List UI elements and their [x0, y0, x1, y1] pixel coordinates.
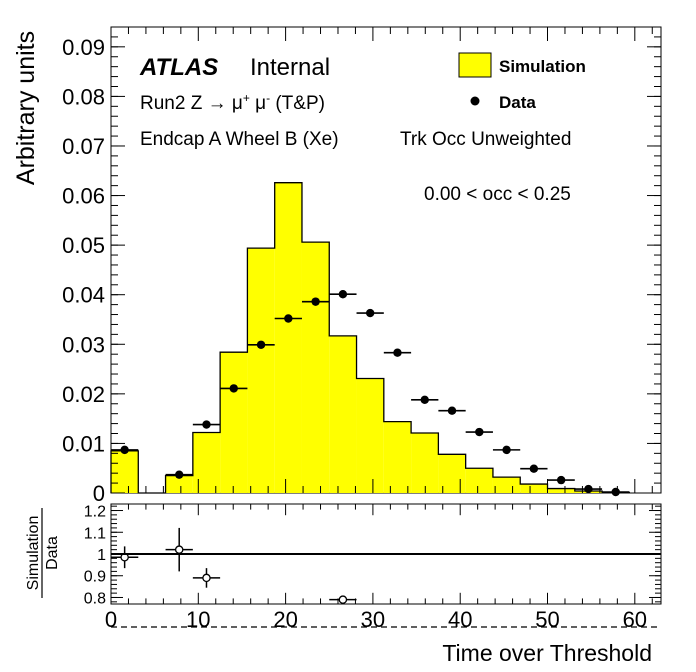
selection-label-mid: μ [250, 93, 266, 114]
x-tick-label: 50 [535, 607, 559, 632]
data-point [556, 475, 566, 485]
selection-label-suffix: (T&P) [270, 93, 325, 114]
data-point [229, 384, 238, 393]
data-point [202, 420, 211, 429]
x-tick-label: 10 [186, 607, 210, 632]
data-point [175, 470, 184, 479]
data-point [338, 290, 348, 299]
y-tick-label: 0.01 [62, 431, 105, 456]
weighting-label: Trk Occ Unweighted [400, 129, 571, 150]
ratio-x-axis: 0 10 20 30 40 50 60 [105, 504, 653, 632]
ratio-point [202, 573, 211, 583]
y-tick-label: 0.02 [62, 382, 105, 407]
y-tick-label: 0.04 [62, 283, 105, 308]
data-point [529, 464, 539, 473]
y-tick-label: 0.09 [62, 35, 105, 60]
selection-label-prefix: Run2 Z → μ [140, 93, 243, 114]
legend-simulation-label: Simulation [499, 57, 586, 76]
data-point [420, 395, 429, 404]
ratio-label-numerator: Simulation [25, 516, 42, 591]
x-tick-label: 60 [623, 607, 647, 632]
data-point [611, 487, 620, 497]
simulation-bin [356, 378, 384, 493]
occupancy-label: 0.00 < occ < 0.25 [424, 184, 571, 205]
data-point [393, 348, 402, 357]
x-tick-label: 40 [448, 607, 472, 632]
region-label: Endcap A Wheel B (Xe) [140, 129, 339, 150]
internal-label: Internal [250, 54, 330, 81]
ratio-point [174, 545, 184, 554]
simulation-bin [329, 335, 357, 493]
x-tick-label: 20 [273, 607, 297, 632]
data-point [475, 427, 484, 437]
y-tick-label: 0.08 [62, 84, 105, 109]
ratio-y-axis-label: Simulation Data [25, 508, 61, 598]
data-point [256, 340, 266, 349]
data-point [284, 314, 293, 323]
simulation-bin [465, 468, 493, 493]
main-x-axis [110, 27, 653, 493]
x-tick-label: 0 [105, 607, 117, 632]
simulation-bin [547, 488, 575, 493]
data-point [447, 406, 457, 415]
simulation-bin [220, 352, 248, 493]
simulation-bin [411, 433, 439, 493]
ratio-y-axis: 0.8 0.9 1 1.1 1.2 [84, 504, 661, 607]
simulation-bin [111, 450, 139, 493]
data-point [584, 484, 593, 494]
simulation-bin [520, 484, 548, 493]
y-tick-label: 0.05 [62, 233, 105, 258]
main-y-axis: 0 0.01 0.02 0.03 0.04 0.05 0.06 0.07 0.08 0.09 [62, 35, 661, 506]
simulation-bin [492, 477, 521, 493]
ratio-point [338, 595, 348, 604]
x-tick-label: 30 [361, 607, 385, 632]
main-y-axis-label: Arbitrary units [12, 31, 40, 185]
data-point [311, 297, 320, 306]
legend-simulation-swatch [458, 52, 492, 78]
simulation-bin [165, 475, 193, 493]
selection-label-sup2: - [266, 91, 270, 105]
simulation-bin [383, 421, 412, 493]
simulation-bin [247, 248, 275, 493]
y-tick-label: 0.07 [62, 134, 105, 159]
simulation-bin [301, 242, 330, 493]
legend-data-label: Data [499, 93, 536, 112]
y-tick-label: 0 [93, 481, 105, 506]
selection-label: Run2 Z → μ+ μ- (T&P) [140, 91, 325, 114]
y-tick-label: 0.03 [62, 332, 105, 357]
data-point [365, 308, 375, 318]
atlas-label: ATLAS [139, 54, 218, 81]
simulation-histogram [110, 182, 631, 494]
x-axis-label: Time over Threshold [442, 640, 652, 666]
ratio-y-tick-label: 1 [97, 547, 106, 564]
simulation-bin [192, 432, 221, 493]
selection-label-sup1: + [243, 91, 250, 105]
data-points [111, 290, 630, 497]
data-point [120, 445, 129, 455]
ratio-y-tick-label: 0.9 [84, 569, 106, 586]
y-tick-label: 0.06 [62, 184, 105, 209]
simulation-bin [274, 182, 302, 494]
ratio-y-tick-label: 1.1 [84, 525, 106, 542]
ratio-y-tick-label: 1.2 [84, 504, 106, 521]
ratio-points [111, 527, 357, 604]
ratio-label-denominator: Data [44, 536, 61, 570]
data-point [502, 445, 511, 455]
ratio-y-tick-label: 0.8 [84, 590, 106, 607]
legend-data-marker [470, 96, 480, 106]
